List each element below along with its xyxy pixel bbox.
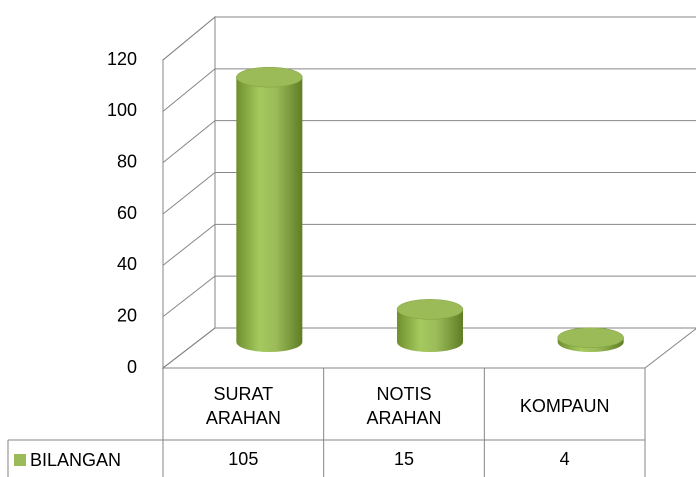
category-label-text: SURAT ARAHAN [205, 384, 281, 428]
grid-line [162, 327, 696, 369]
table-value: 4 [484, 440, 645, 477]
grid-line [162, 275, 696, 318]
category-label-text: KOMPAUN [519, 396, 610, 416]
legend-label: BILANGAN [30, 450, 121, 470]
y-tick-label: 20 [117, 305, 137, 325]
y-tick-label: 80 [117, 151, 137, 171]
y-tick-label: 120 [107, 49, 137, 69]
table-value-text: 15 [393, 448, 414, 469]
y-tick-label: 40 [117, 254, 137, 274]
table-value-text: 105 [228, 448, 259, 469]
cylinder [396, 299, 464, 352]
cylinder-body [236, 77, 303, 352]
table-value: 105 [163, 440, 324, 477]
grid-line [162, 223, 696, 266]
category-label: KOMPAUN [484, 372, 645, 440]
y-tick-label: 0 [127, 357, 137, 377]
category-label-text: NOTIS ARAHAN [366, 384, 442, 428]
category-label: NOTIS ARAHAN [324, 372, 485, 440]
cylinder [557, 327, 624, 352]
cylinder-top [236, 66, 303, 88]
category-label: SURAT ARAHAN [163, 372, 324, 440]
y-tick-label: 60 [117, 203, 137, 223]
legend-swatch [14, 454, 26, 466]
grid-line [162, 172, 696, 215]
side-wall [162, 15, 216, 370]
grid-line [162, 16, 696, 61]
cylinder-top [396, 299, 464, 320]
cylinder-body [397, 309, 463, 352]
grid-line [162, 120, 696, 164]
cylinder-top [557, 327, 624, 348]
cylinder [236, 66, 303, 352]
grid-line [162, 68, 696, 112]
y-tick-label: 100 [107, 100, 137, 120]
table-value: 15 [324, 440, 485, 477]
table-value-text: 4 [559, 448, 570, 469]
